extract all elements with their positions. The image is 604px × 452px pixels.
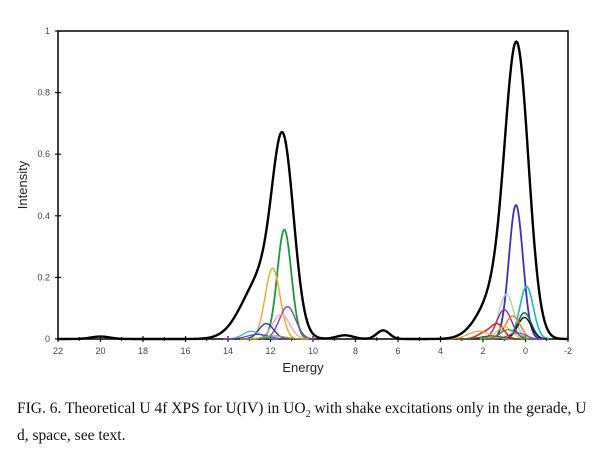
x-axis-title: Energy: [282, 360, 324, 375]
y-tick-label: 0.2: [37, 272, 50, 282]
x-tick-label: 4: [438, 346, 443, 356]
figure-caption: FIG. 6. Theoretical U 4f XPS for U(IV) i…: [17, 398, 597, 446]
y-tick-label: 1: [45, 26, 50, 36]
series-component-green-right: [480, 329, 537, 340]
y-axis-title: Intensity: [15, 160, 30, 209]
series-total: [56, 40, 569, 341]
series-component-blue-left: [241, 322, 291, 340]
x-tick-label: 20: [95, 346, 105, 356]
x-tick-label: 18: [138, 346, 148, 356]
x-tick-label: 2: [480, 346, 485, 356]
x-tick-label: 6: [395, 346, 400, 356]
x-tick-label: -2: [564, 346, 572, 356]
series-component-violet-left: [223, 333, 292, 340]
series-component-purple-right: [489, 332, 545, 340]
y-tick-label: 0: [45, 334, 50, 344]
caption-suffix: with shake excitations only in the gerad…: [17, 400, 587, 445]
x-tick-label: 10: [308, 346, 318, 356]
series-component-yellow: [479, 326, 529, 340]
series-component-darkgreen-right: [456, 335, 526, 340]
y-tick-label: 0.6: [37, 149, 50, 159]
x-tick-label: 22: [53, 346, 63, 356]
x-tick-label: 16: [180, 346, 190, 356]
x-tick-label: 14: [223, 346, 233, 356]
caption-prefix: FIG. 6. Theoretical U 4f XPS for U(IV) i…: [17, 400, 306, 417]
series-component-olive-left: [240, 335, 309, 340]
x-tick-label: 12: [265, 346, 275, 356]
plot-border: [57, 30, 569, 340]
x-tick-label: 8: [353, 346, 358, 356]
series-layer: [56, 40, 569, 341]
xps-chart: 22 20 18 16 14 12 10 8 6 4 2 0 -2 00.20.40.60.81 Ene…: [15, 26, 572, 375]
caption-subscript: 2: [305, 409, 311, 421]
plot-frame: [57, 30, 569, 340]
y-tick-label: 0.8: [37, 88, 50, 98]
y-tick-label: 0.4: [37, 211, 50, 221]
x-tick-label: 0: [523, 346, 528, 356]
